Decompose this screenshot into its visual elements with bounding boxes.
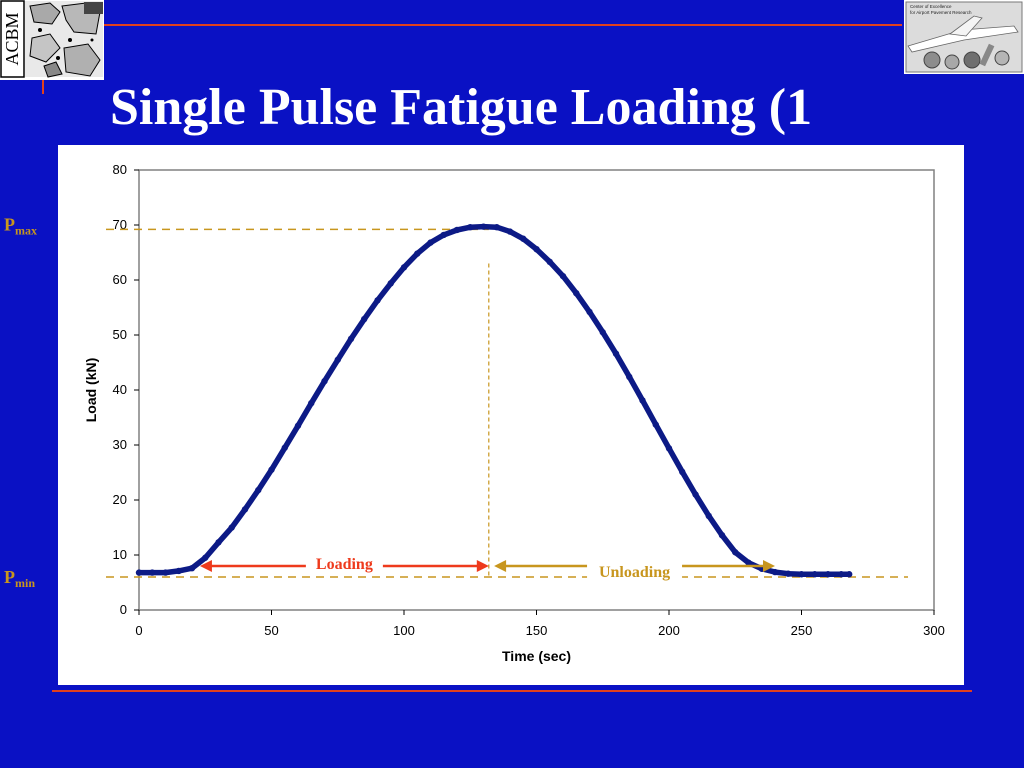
y-tick-label: 20 <box>113 492 127 507</box>
x-axis-label: Time (sec) <box>502 648 571 664</box>
pmin-label: Pmin <box>4 567 35 590</box>
data-point <box>188 565 196 572</box>
loading-label: Loading <box>316 556 373 573</box>
data-point <box>374 297 381 304</box>
data-point <box>241 506 249 513</box>
data-point <box>414 250 421 257</box>
data-point <box>387 280 394 287</box>
x-tick-label: 250 <box>791 623 813 638</box>
data-point <box>771 568 779 576</box>
y-tick-label: 30 <box>113 437 127 452</box>
airport-research-logo-line1: Center of Excellence <box>910 4 952 9</box>
loading-label-bg <box>305 554 383 574</box>
x-tick-label: 150 <box>526 623 548 638</box>
data-point <box>785 570 792 577</box>
data-point <box>612 350 620 357</box>
data-point <box>440 231 447 239</box>
y-tick-label: 40 <box>113 382 127 397</box>
x-tick-label: 100 <box>393 623 415 638</box>
data-point <box>652 421 659 428</box>
y-tick-label: 60 <box>113 272 127 287</box>
unloading-arrow-right-head <box>763 560 775 572</box>
data-point <box>361 315 368 323</box>
data-point <box>639 397 646 404</box>
data-point <box>400 264 408 271</box>
y-tick-label: 50 <box>113 327 127 342</box>
data-point <box>824 571 832 578</box>
data-point <box>228 524 235 531</box>
data-point <box>255 486 262 494</box>
data-point <box>798 571 805 578</box>
data-point <box>546 258 553 266</box>
data-point <box>308 400 315 407</box>
data-point <box>480 223 487 230</box>
data-point <box>294 422 302 429</box>
data-point <box>202 554 209 561</box>
data-point <box>705 512 712 520</box>
pmax-label: Pmax <box>4 214 37 237</box>
data-point <box>268 466 275 473</box>
data-point <box>745 559 752 566</box>
data-point <box>665 445 673 452</box>
loading-arrow-left-head <box>199 560 212 572</box>
data-point <box>467 224 474 231</box>
data-point <box>453 226 461 234</box>
data-point <box>692 491 699 498</box>
data-point <box>135 569 143 576</box>
data-point <box>175 567 182 575</box>
data-point <box>732 549 739 556</box>
y-tick-label: 0 <box>120 602 127 617</box>
data-point <box>573 290 580 297</box>
x-tick-label: 0 <box>135 623 142 638</box>
x-tick-label: 200 <box>658 623 680 638</box>
data-point <box>586 308 593 316</box>
data-point <box>506 228 514 235</box>
data-point <box>846 571 853 578</box>
data-point <box>626 373 633 380</box>
top-rule <box>104 24 902 26</box>
unloading-label-bg <box>587 562 683 582</box>
data-point <box>718 532 726 539</box>
plot-area-frame <box>138 169 935 611</box>
load-time-chart: 0 10 20 30 40 50 60 70 80 0 50 100 150 200 250 300 Time … <box>4 162 945 664</box>
data-point <box>679 468 686 476</box>
data-point <box>321 378 328 385</box>
series-line-load <box>136 223 852 578</box>
data-point <box>493 224 500 231</box>
data-point <box>281 444 288 451</box>
y-tick-label: 10 <box>113 547 127 562</box>
acbm-logo-text: ACBM <box>2 12 22 65</box>
y-axis-label: Load (kN) <box>83 358 99 423</box>
data-point <box>533 246 540 253</box>
data-point <box>520 235 527 242</box>
data-point <box>427 239 434 246</box>
x-tick-label: 50 <box>264 623 278 638</box>
data-point <box>599 329 606 336</box>
data-point <box>811 571 818 578</box>
airport-research-logo-line2: for Airport Pavement Research <box>910 10 972 15</box>
loading-arrow-right-head <box>476 560 489 572</box>
bottom-rule <box>52 690 972 692</box>
data-point <box>149 569 156 576</box>
left-tick-rule <box>42 80 44 94</box>
unloading-label: Unloading <box>599 564 670 581</box>
acbm-logo: ACBM <box>0 0 104 80</box>
x-tick-label: 300 <box>923 623 945 638</box>
data-point <box>215 539 222 546</box>
airport-research-logo: Center of Excellence for Airport Pavemen… <box>904 0 1024 74</box>
data-point <box>559 272 567 280</box>
data-point <box>838 571 845 578</box>
data-point <box>347 335 355 343</box>
data-point <box>334 356 341 363</box>
y-tick-label: 80 <box>113 162 127 177</box>
chart-panel: 0 10 20 30 40 50 60 70 80 0 50 100 150 200 250 300 Time … <box>4 145 964 685</box>
slide-title: Single Pulse Fatigue Loading (1 <box>110 79 813 136</box>
y-tick-label: 70 <box>113 217 127 232</box>
unloading-arrow-left-head <box>494 560 507 572</box>
data-point <box>162 569 169 576</box>
